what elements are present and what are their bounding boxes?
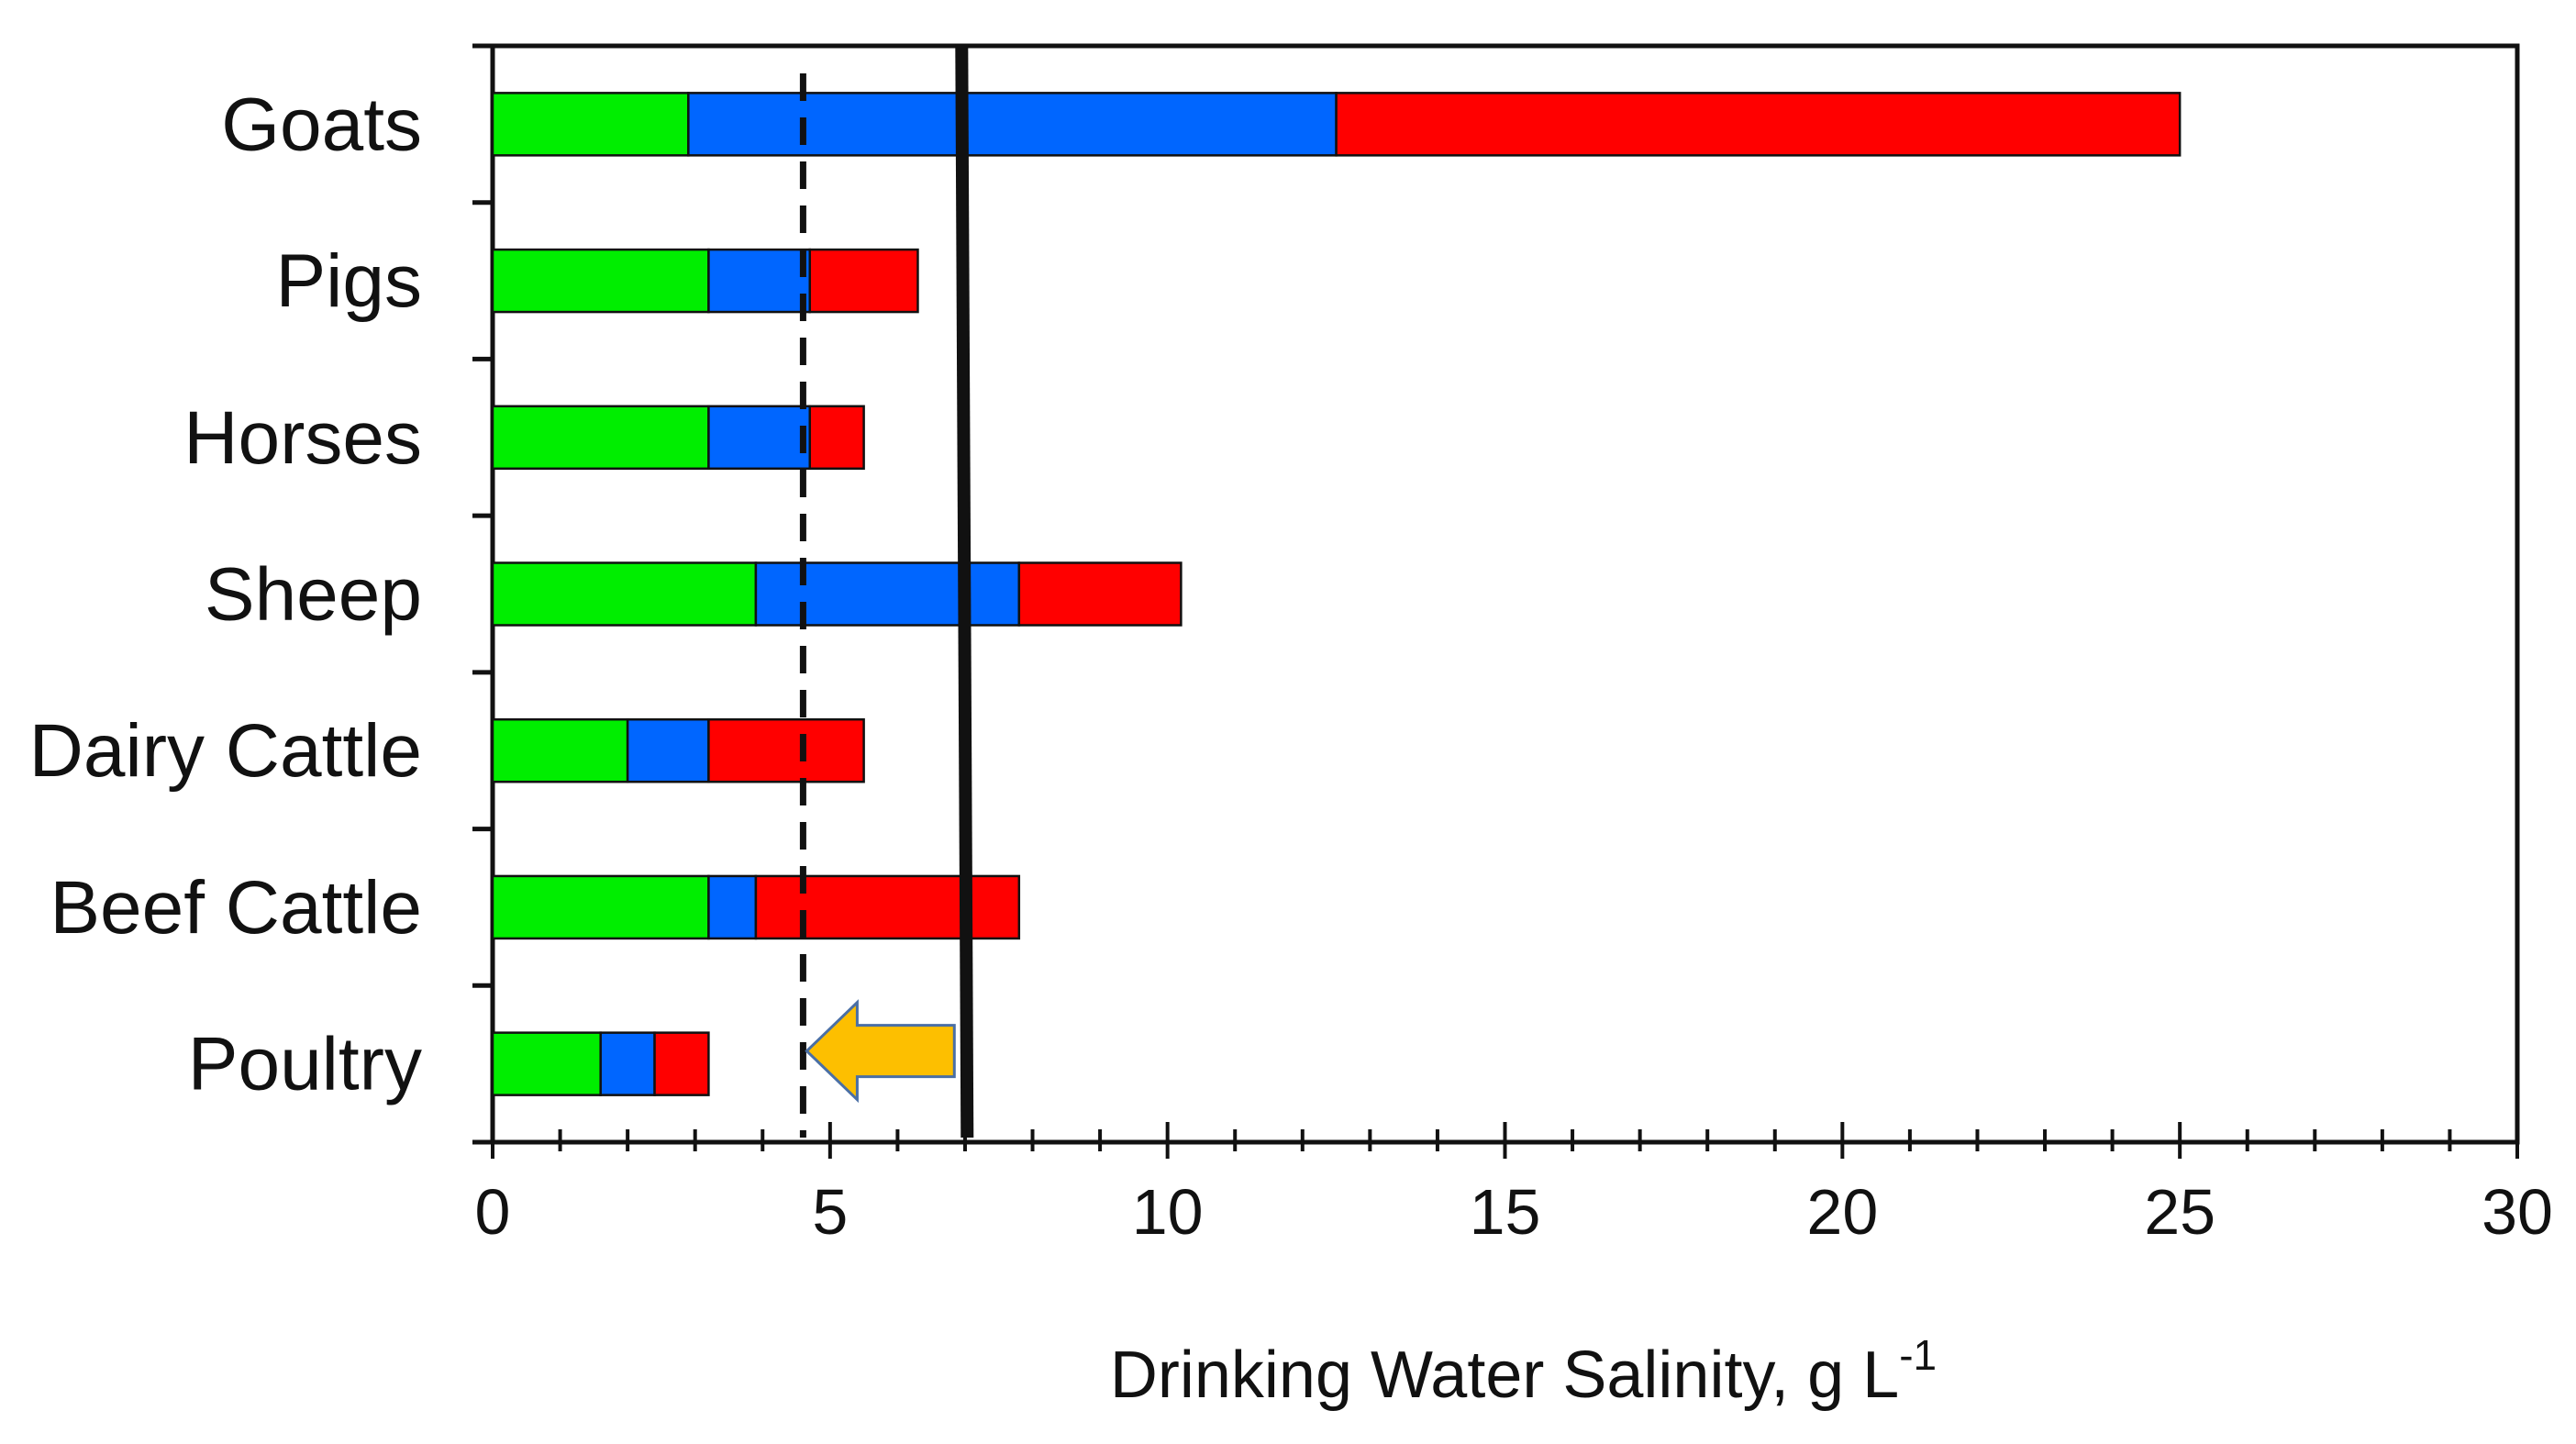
x-tick-label: 30: [2482, 1176, 2553, 1248]
x-axis-title: Drinking Water Salinity, g L-1: [1110, 1331, 1937, 1412]
bar-sheep-segment-3: [1017, 561, 1183, 627]
category-label: Beef Cattle: [50, 866, 422, 950]
bar-poultry-segment-1: [491, 1031, 602, 1096]
bar-pigs-segment-2: [707, 248, 812, 314]
bar-horses-segment-1: [491, 405, 710, 471]
bar-sheep-segment-2: [754, 561, 1021, 627]
category-label: Dairy Cattle: [29, 709, 422, 793]
x-tick-label: 5: [812, 1176, 848, 1248]
bar-pigs-segment-3: [808, 248, 919, 314]
x-tick-label: 10: [1132, 1176, 1204, 1248]
bar-goats-segment-3: [1335, 92, 2182, 157]
solid-threshold-line: [955, 43, 974, 1139]
category-label: Sheep: [205, 553, 422, 637]
bar-beef-cattle-segment-1: [491, 874, 710, 940]
bar-beef-cattle-segment-3: [754, 874, 1021, 940]
bar-sheep-segment-1: [491, 561, 758, 627]
bar-poultry-segment-2: [599, 1031, 656, 1096]
bar-dairy-cattle-segment-3: [707, 717, 865, 783]
bar-dairy-cattle-segment-1: [491, 717, 629, 783]
category-label: Poultry: [188, 1023, 422, 1106]
bar-pigs-segment-1: [491, 248, 710, 314]
bars: [491, 92, 2182, 1096]
x-axis-title-superscript: -1: [1899, 1331, 1937, 1379]
bar-horses-segment-2: [707, 405, 812, 471]
bar-poultry-segment-3: [653, 1031, 710, 1096]
left-arrow-icon: [805, 999, 956, 1104]
x-axis-ticks: 0 5 10 15 20 25 30: [475, 1122, 2553, 1248]
category-label: Horses: [183, 396, 422, 480]
bar-beef-cattle-segment-2: [707, 874, 758, 940]
x-tick-label: 20: [1806, 1176, 1878, 1248]
category-label: Pigs: [275, 239, 422, 323]
arrow-annotation: [805, 999, 956, 1104]
bar-goats-segment-2: [687, 92, 1338, 157]
bar-goats-segment-1: [491, 92, 690, 157]
bar-dairy-cattle-segment-2: [626, 717, 710, 783]
x-tick-label: 15: [1470, 1176, 1541, 1248]
category-label: Goats: [221, 83, 422, 166]
x-axis-title-main: Drinking Water Salinity, g L: [1110, 1338, 1899, 1412]
bar-horses-segment-3: [808, 405, 865, 471]
category-labels: Goats Pigs Horses Sheep Dairy Cattle Beef Cat…: [29, 83, 422, 1105]
x-tick-label: 0: [475, 1176, 511, 1248]
x-tick-label: 25: [2144, 1176, 2215, 1248]
reference-lines: [799, 43, 974, 1139]
